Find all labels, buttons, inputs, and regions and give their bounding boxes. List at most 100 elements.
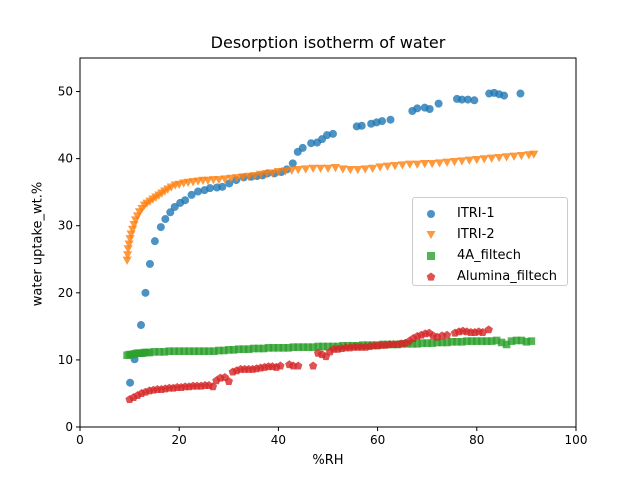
data-point-4a-filtech (229, 346, 238, 354)
data-point-itri-2 (301, 165, 311, 174)
data-point-itri-1 (156, 223, 165, 232)
data-point-itri-2 (487, 154, 497, 163)
legend-item-itri-1: ITRI-1 (413, 203, 567, 225)
pentagon-marker-icon (426, 272, 436, 281)
data-point-itri-2 (323, 164, 333, 173)
data-point-4a-filtech (492, 336, 501, 345)
data-point-itri-2 (529, 150, 539, 159)
square-marker-icon (427, 252, 435, 260)
data-point-4a-filtech (423, 339, 431, 347)
data-point-4a-filtech (239, 345, 248, 353)
y-tick-label: 30 (58, 219, 73, 233)
data-point-itri-2 (280, 167, 290, 176)
data-point-itri-2 (220, 175, 230, 184)
x-axis-label: %RH (312, 453, 344, 468)
data-point-itri-1 (288, 159, 297, 168)
data-point-4a-filtech (210, 347, 218, 355)
y-tick-label: 20 (58, 286, 73, 300)
data-point-itri-2 (494, 153, 504, 163)
data-point-itri-2 (308, 164, 318, 173)
data-point-4a-filtech (155, 348, 164, 356)
x-tick-label: 40 (271, 433, 286, 447)
data-point-4a-filtech (195, 347, 203, 355)
plot-frame (79, 57, 577, 428)
data-point-alumina-filtech (224, 376, 233, 385)
data-point-alumina-filtech (442, 330, 452, 339)
data-point-4a-filtech (160, 348, 169, 356)
data-point-4a-filtech (319, 342, 327, 351)
data-point-4a-filtech (254, 344, 263, 353)
data-point-itri-2 (501, 153, 512, 162)
data-point-4a-filtech (502, 340, 511, 349)
data-point-itri-1 (137, 321, 146, 330)
data-point-itri-1 (463, 95, 472, 104)
data-point-4a-filtech (279, 344, 288, 352)
legend-item-4a-filtech: 4A_filtech (413, 245, 567, 267)
y-tick-label: 10 (58, 353, 73, 367)
data-point-itri-1 (413, 104, 422, 113)
data-point-itri-2 (255, 170, 266, 179)
data-point-itri-2 (330, 164, 341, 173)
data-point-itri-2 (442, 158, 452, 167)
data-point-itri-2 (261, 170, 272, 179)
data-point-4a-filtech (512, 336, 521, 345)
legend-item-alumina-filtech: Alumina_filtech (413, 266, 567, 288)
data-point-4a-filtech (517, 336, 526, 345)
data-point-4a-filtech (507, 337, 516, 345)
data-point-itri-2 (238, 173, 248, 182)
data-point-itri-2 (203, 176, 213, 185)
data-point-4a-filtech (150, 348, 159, 356)
data-point-itri-2 (315, 164, 326, 173)
data-point-itri-1 (205, 184, 214, 193)
data-point-4a-filtech (284, 344, 293, 352)
data-point-4a-filtech (200, 347, 208, 355)
data-point-itri-2 (353, 166, 363, 175)
data-point-itri-1 (328, 129, 337, 138)
data-point-4a-filtech (299, 343, 307, 351)
data-point-itri-1 (298, 143, 307, 152)
data-point-4a-filtech (190, 347, 198, 355)
data-point-itri-1 (307, 139, 316, 148)
data-point-4a-filtech (314, 342, 322, 351)
x-tick-label: 60 (370, 433, 385, 447)
data-point-4a-filtech (234, 345, 243, 353)
data-point-itri-1 (425, 104, 434, 113)
data-point-4a-filtech (408, 340, 417, 348)
data-point-4a-filtech (269, 344, 278, 352)
data-point-4a-filtech (413, 340, 422, 348)
data-point-4a-filtech (458, 337, 466, 346)
data-point-itri-1 (187, 190, 196, 199)
data-point-itri-2 (427, 160, 437, 169)
data-point-4a-filtech (468, 337, 476, 345)
data-point-itri-2 (516, 151, 527, 161)
data-point-itri-2 (457, 157, 467, 166)
data-point-alumina-filtech (484, 325, 493, 334)
data-point-itri-2 (472, 155, 482, 165)
data-point-4a-filtech (175, 347, 183, 355)
x-tick-label: 0 (76, 433, 84, 447)
data-point-itri-1 (141, 288, 150, 297)
data-point-alumina-filtech (294, 361, 303, 370)
data-point-4a-filtech (463, 337, 471, 345)
data-point-itri-2 (267, 169, 278, 178)
data-point-itri-2 (405, 160, 415, 169)
data-point-alumina-filtech (276, 361, 285, 370)
data-point-itri-1 (194, 187, 203, 196)
data-point-4a-filtech (428, 339, 436, 347)
data-point-itri-1 (218, 182, 227, 191)
x-tick-label: 100 (565, 433, 588, 447)
data-point-4a-filtech (274, 344, 283, 352)
data-point-4a-filtech (448, 337, 456, 346)
data-point-itri-1 (323, 131, 332, 140)
data-point-4a-filtech (527, 337, 536, 345)
data-point-itri-1 (457, 95, 466, 104)
data-point-4a-filtech (264, 344, 273, 352)
data-point-4a-filtech (249, 344, 258, 353)
data-point-4a-filtech (324, 342, 332, 351)
data-point-itri-2 (214, 176, 224, 185)
data-point-itri-1 (378, 117, 387, 126)
data-point-itri-2 (249, 172, 260, 181)
data-point-itri-2 (226, 174, 236, 183)
data-points-layer (122, 88, 539, 404)
chart-title: Desorption isotherm of water (210, 33, 446, 52)
